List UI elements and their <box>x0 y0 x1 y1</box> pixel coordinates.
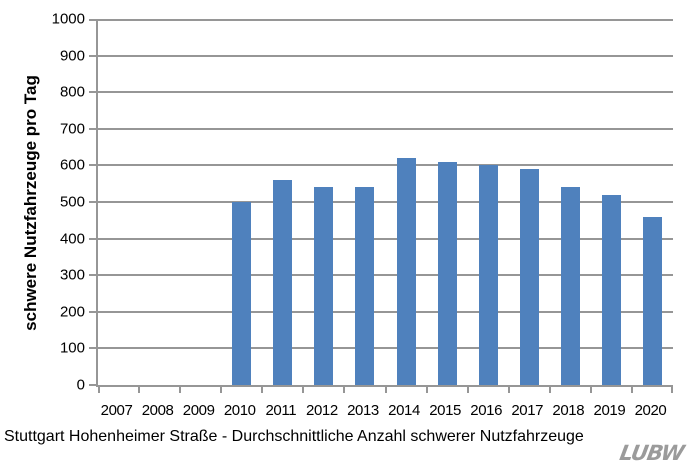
x-tick-label: 2019 <box>593 402 626 419</box>
y-tick-label: 500 <box>59 193 85 211</box>
y-tick-label: 200 <box>59 303 85 321</box>
x-tick-mark <box>630 387 633 393</box>
gridline <box>98 237 673 240</box>
bar-2018 <box>560 187 580 385</box>
y-tick-label: 800 <box>59 83 85 101</box>
y-tick-mark <box>89 91 98 94</box>
x-tick-label: 2018 <box>552 402 585 419</box>
y-tick-label: 400 <box>59 230 85 248</box>
x-tick-label: 2010 <box>223 402 256 419</box>
bar-2020 <box>642 216 662 385</box>
y-tick-mark <box>89 201 98 203</box>
x-tick-label: 2015 <box>429 402 461 419</box>
x-tick-label: 2017 <box>511 402 544 419</box>
gridline <box>98 164 673 167</box>
plot-area <box>89 19 673 393</box>
lubw-logo: LUBW <box>617 441 686 465</box>
gridline <box>98 54 673 57</box>
bar-2015 <box>437 161 457 385</box>
y-tick-label: 900 <box>59 47 85 65</box>
gridline <box>98 19 673 21</box>
y-axis-tick-labels: 0 100 200 300 400 500 600 700 800 900 1000 <box>0 12 85 393</box>
gridline <box>98 310 673 313</box>
x-tick-mark <box>425 387 428 393</box>
x-tick-label: 2009 <box>182 402 215 419</box>
x-tick-label: 2011 <box>265 402 297 419</box>
y-tick-mark <box>89 127 98 130</box>
x-tick-mark <box>138 387 141 393</box>
y-tick-mark <box>89 384 98 386</box>
gridline <box>98 347 673 350</box>
y-tick-mark <box>89 54 98 57</box>
x-tick-mark <box>384 387 387 393</box>
gridline <box>98 91 673 94</box>
x-tick-mark <box>261 387 264 393</box>
chart-caption: Stuttgart Hohenheimer Straße - Durchschn… <box>4 428 584 445</box>
y-tick-label: 0 <box>76 376 85 394</box>
bar-2016 <box>478 165 498 385</box>
gridline <box>98 127 673 130</box>
x-tick-mark <box>507 387 510 393</box>
bar-2011 <box>273 180 293 385</box>
x-tick-mark <box>302 387 305 393</box>
x-tick-mark <box>220 387 223 393</box>
x-tick-mark <box>466 387 469 393</box>
y-tick-mark <box>89 237 98 240</box>
x-axis-tick-labels: 2007 2008 2009 2010 2011 2012 2013 2014 2015 2016… <box>96 403 673 423</box>
y-tick-mark <box>89 164 98 167</box>
x-tick-label: 2020 <box>634 402 667 419</box>
x-tick-mark <box>343 387 346 393</box>
x-tick-label: 2008 <box>141 402 174 419</box>
y-tick-mark <box>89 19 98 21</box>
x-tick-label: 2016 <box>470 402 503 419</box>
gridline <box>98 274 673 277</box>
y-tick-mark <box>89 347 98 350</box>
y-tick-label: 1000 <box>51 10 85 28</box>
x-tick-mark <box>589 387 592 393</box>
bar-2019 <box>601 194 621 385</box>
bar-2012 <box>314 187 334 385</box>
y-tick-label: 700 <box>59 120 85 138</box>
x-tick-mark <box>98 387 100 393</box>
x-tick-mark <box>179 387 182 393</box>
gridline <box>98 201 673 203</box>
x-tick-mark <box>671 387 673 393</box>
y-tick-label: 300 <box>59 266 85 284</box>
y-tick-mark <box>89 274 98 277</box>
x-tick-label: 2012 <box>306 402 338 419</box>
x-tick-mark <box>548 387 551 393</box>
bar-2013 <box>355 187 375 385</box>
bar-2014 <box>396 158 416 385</box>
bar-2017 <box>519 169 539 385</box>
y-tick-mark <box>89 310 98 313</box>
bar-2010 <box>232 202 252 385</box>
x-tick-label: 2013 <box>347 402 379 419</box>
x-tick-label: 2007 <box>100 402 133 419</box>
y-tick-label: 600 <box>59 156 85 174</box>
x-tick-label: 2014 <box>388 402 420 419</box>
y-tick-label: 100 <box>59 339 85 357</box>
